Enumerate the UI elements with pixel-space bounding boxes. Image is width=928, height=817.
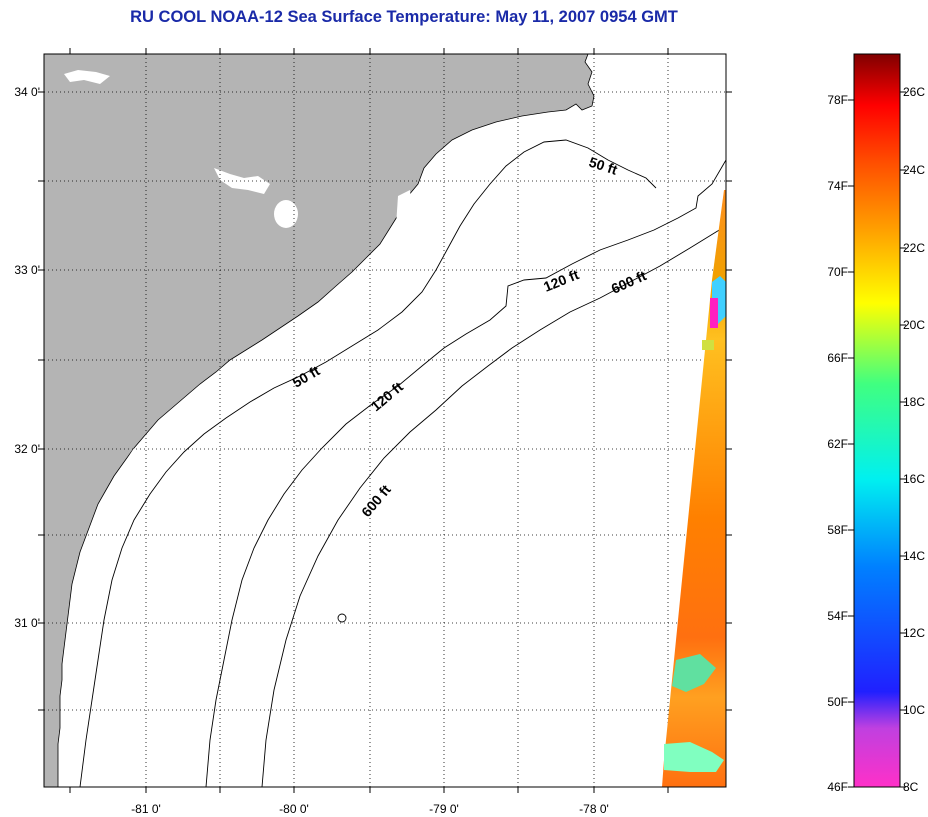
colorbar-c-label: 18C	[903, 395, 926, 409]
lon-label: -79 0'	[429, 802, 459, 816]
colorbar-f-label: 50F	[827, 695, 848, 709]
lat-label: 32 0'	[14, 442, 40, 456]
contour-50ft	[79, 139, 657, 787]
seamount-contour	[337, 613, 347, 623]
sst-cool-patch	[672, 654, 716, 692]
inland-lake	[64, 70, 110, 84]
sst-cool-patch	[664, 742, 724, 772]
graticule	[44, 54, 726, 787]
sst-swath	[662, 190, 726, 787]
lat-label: 33 0'	[14, 263, 40, 277]
map-title: RU COOL NOAA-12 Sea Surface Temperature:…	[130, 8, 678, 26]
contour-600ft	[261, 225, 726, 787]
land-mass	[44, 54, 595, 787]
lon-label: -78 0'	[579, 802, 609, 816]
inland-lake	[396, 190, 412, 240]
coastal-marsh	[110, 448, 134, 500]
colorbar-f-label: 70F	[827, 265, 848, 279]
lon-label: -81 0'	[131, 802, 161, 816]
inland-lake	[274, 200, 298, 228]
colorbar-f-label: 78F	[827, 93, 848, 107]
contour-120ft	[205, 159, 726, 787]
colorbar-c-label: 26C	[903, 85, 926, 99]
axis-ticks	[38, 48, 732, 793]
lat-label: 34 0'	[14, 85, 40, 99]
colorbar-f-label: 74F	[827, 179, 848, 193]
colorbar-ticks	[848, 91, 906, 788]
sst-patch	[702, 340, 714, 350]
colorbar-c-label: 16C	[903, 472, 926, 486]
colorbar-c-label: 12C	[903, 626, 926, 640]
colorbar-c-label: 24C	[903, 163, 926, 177]
colorbar-f-label: 66F	[827, 351, 848, 365]
colorbar-c-label: 10C	[903, 703, 926, 717]
colorbar-c-label: 8C	[903, 780, 919, 794]
colorbar-c-label: 20C	[903, 318, 926, 332]
colorbar-c-label: 14C	[903, 549, 926, 563]
colorbar-f-label: 46F	[827, 780, 848, 794]
colorbar-c-label: 22C	[903, 241, 926, 255]
inland-lake	[214, 168, 270, 194]
sst-warm-noise	[710, 298, 718, 328]
colorbar-f-label: 58F	[827, 523, 848, 537]
colorbar-f-label: 62F	[827, 437, 848, 451]
lat-label: 31 0'	[14, 616, 40, 630]
lon-label: -80 0'	[279, 802, 309, 816]
map-frame	[43, 53, 727, 788]
colorbar	[853, 53, 901, 788]
colorbar-f-label: 54F	[827, 609, 848, 623]
